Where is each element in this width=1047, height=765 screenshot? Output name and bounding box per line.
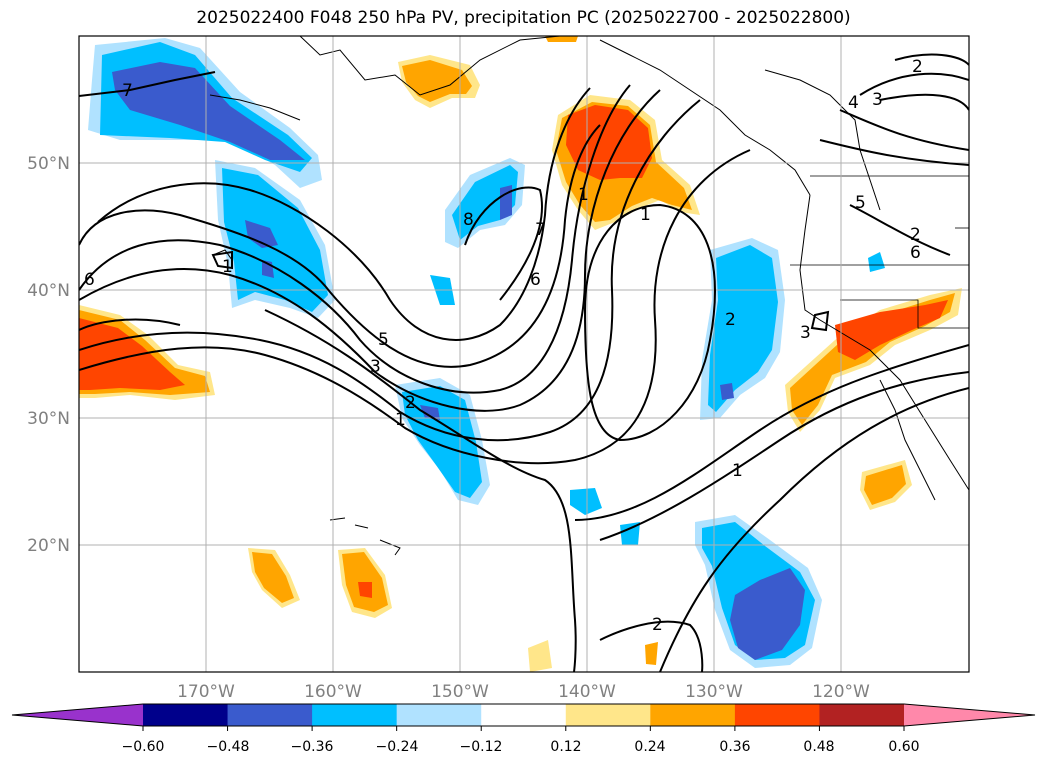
lat-tick-label: 40°N — [27, 281, 70, 301]
lat-tick-label: 30°N — [27, 409, 70, 429]
contour-label: 7 — [535, 220, 546, 240]
colorbar-labels: −0.60 −0.48 −0.36 −0.24 −0.12 0.12 0.24 … — [122, 739, 920, 755]
lon-axis-labels: 170°W 160°W 150°W 140°W 130°W 120°W — [177, 682, 870, 702]
lon-tick-label: 130°W — [685, 682, 743, 702]
map-title: 2025022400 F048 250 hPa PV, precipitatio… — [196, 8, 851, 28]
lat-axis-labels: 50°N 40°N 30°N 20°N — [27, 154, 70, 556]
colorbar-tick-label: 0.24 — [634, 739, 665, 755]
contour-label: 1 — [732, 461, 743, 481]
contour-labels: 7 1 6 8 7 6 5 3 2 1 1 2 3 4 2 6 5 3 1 2 … — [84, 57, 923, 635]
contour-label: 6 — [84, 270, 95, 290]
contour-label: 2 — [912, 57, 923, 77]
lon-tick-label: 170°W — [177, 682, 235, 702]
contour-label: 7 — [122, 81, 133, 101]
colorbar-tick-label: 0.60 — [888, 739, 919, 755]
colorbar-tick-label: 0.12 — [550, 739, 581, 755]
precip-negative-areas — [88, 38, 885, 668]
colorbar: −0.60 −0.48 −0.36 −0.24 −0.12 0.12 0.24 … — [11, 703, 1036, 755]
contour-label: 8 — [463, 210, 474, 230]
colorbar-segment — [565, 704, 651, 726]
contour-label: 3 — [370, 357, 381, 377]
contour-label: 1 — [640, 205, 651, 225]
lat-tick-label: 50°N — [27, 154, 70, 174]
pv-contours — [79, 53, 969, 672]
lon-tick-label: 150°W — [431, 682, 489, 702]
colorbar-segment — [650, 704, 736, 726]
contour-label: 6 — [910, 243, 921, 263]
colorbar-segment — [312, 704, 398, 726]
colorbar-segment — [819, 704, 905, 726]
contour-label: 1 — [222, 257, 233, 277]
contour-label: 5 — [855, 193, 866, 213]
colorbar-tick-label: −0.24 — [376, 739, 419, 755]
colorbar-tick-label: 0.36 — [719, 739, 750, 755]
contour-label: 4 — [848, 93, 859, 113]
political-boundaries — [790, 175, 969, 329]
colorbar-segment — [481, 704, 567, 726]
contour-label: 2 — [652, 615, 663, 635]
contour-label: 3 — [800, 323, 811, 343]
contour-label: 2 — [910, 225, 921, 245]
map-frame — [78, 35, 970, 673]
colorbar-tick-label: 0.48 — [803, 739, 834, 755]
colorbar-segment — [734, 704, 820, 726]
lat-tick-label: 20°N — [27, 536, 70, 556]
colorbar-extend-high — [904, 704, 1035, 726]
colorbar-ticks — [142, 726, 905, 731]
colorbar-tick-label: −0.36 — [291, 739, 334, 755]
colorbar-segment — [143, 704, 229, 726]
colorbar-tick-label: −0.60 — [122, 739, 165, 755]
colorbar-extend-low — [12, 704, 143, 726]
map-panel: 7 1 6 8 7 6 5 3 2 1 1 2 3 4 2 6 5 3 1 2 … — [79, 36, 969, 672]
contour-label: 5 — [378, 330, 389, 350]
contour-label: 2 — [725, 310, 736, 330]
contour-label: 1 — [578, 185, 589, 205]
lon-tick-label: 140°W — [558, 682, 616, 702]
colorbar-tick-label: −0.12 — [460, 739, 503, 755]
contour-label: 6 — [530, 270, 541, 290]
colorbar-segments — [143, 704, 905, 726]
colorbar-tick-label: −0.48 — [207, 739, 250, 755]
lon-tick-label: 120°W — [812, 682, 870, 702]
colorbar-segment — [227, 704, 313, 726]
contour-label: 2 — [405, 393, 416, 413]
contour-label: 3 — [872, 90, 883, 110]
lon-tick-label: 160°W — [304, 682, 362, 702]
contour-label: 1 — [395, 410, 406, 430]
colorbar-segment — [396, 704, 482, 726]
